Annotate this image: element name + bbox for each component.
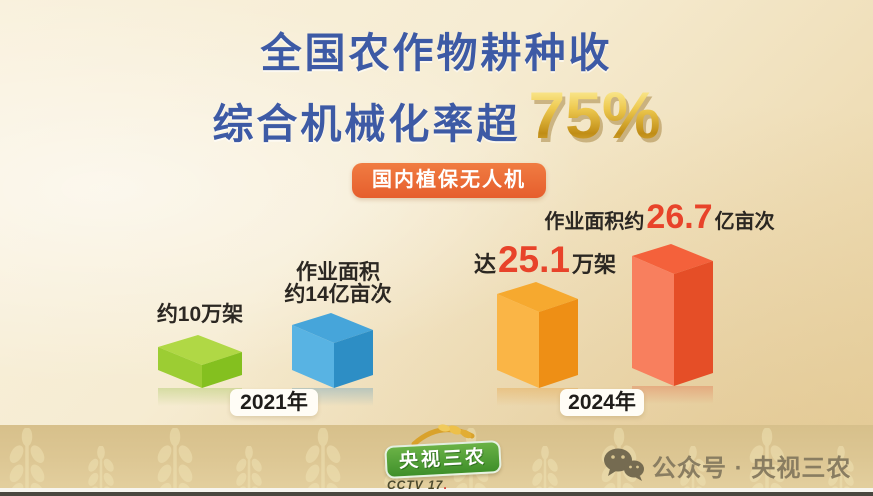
bar-2024-sprayed-area	[632, 244, 713, 386]
bar-2021-drone-count	[158, 335, 242, 388]
bar-right-face	[334, 330, 373, 388]
wechat-icon	[604, 448, 644, 481]
bar-label-line1: 作业面积	[296, 261, 380, 284]
bar-2024-drone-count	[497, 282, 578, 388]
bar-label-prefix: 达	[473, 252, 496, 277]
wheat-ear-icon	[4, 428, 50, 490]
bar-label-value: 26.7	[646, 198, 713, 236]
bar-top-face	[158, 335, 242, 365]
logo-wheat-icon	[411, 424, 475, 446]
page-title-highlight-percent: 75%	[528, 78, 661, 152]
bar-top-face	[292, 313, 373, 343]
bar-label-suffix: 亿亩次	[714, 211, 775, 233]
wheat-ear-icon	[300, 428, 346, 490]
wechat-account-label: 公众号 · 央视三农	[652, 455, 852, 482]
logo-banner: 央视三农	[384, 439, 502, 480]
cctv-sannong-logo: 央视三农 CCTV 17.	[383, 424, 505, 492]
logo-channel-dot: .	[443, 478, 448, 492]
screen-bottom-edge	[0, 492, 873, 496]
page-title-line2-text: 综合机械化率超	[212, 101, 521, 147]
bar-label-2024-drone-count: 达25.1万架	[440, 241, 650, 279]
bar-label-2021-drone-count: 约10万架	[156, 303, 244, 326]
bar-reflection	[632, 386, 713, 410]
bar-right-face	[674, 261, 713, 386]
wheat-ear-icon	[152, 428, 198, 490]
page-title-line2: 综合机械化率超 75%	[0, 82, 873, 149]
bar-2021-sprayed-area	[292, 313, 373, 388]
wheat-ear-icon	[226, 446, 272, 490]
page-title-line1: 全国农作物耕种收	[260, 30, 613, 76]
bar-label-line2: 约14亿亩次	[284, 283, 392, 306]
bar-top-face	[632, 244, 713, 274]
year-label-2021: 2021年	[230, 389, 318, 416]
chart-subtitle-badge: 国内植保无人机	[352, 163, 546, 198]
bar-left-face	[632, 256, 674, 386]
year-label-2024: 2024年	[560, 389, 644, 416]
logo-channel-text: CCTV 17	[387, 478, 444, 492]
bar-left-face	[158, 347, 202, 388]
bar-top-face	[497, 282, 578, 312]
bar-label-2024-sprayed-area: 作业面积约26.7 亿亩次	[532, 200, 787, 234]
footer-white-strip	[0, 488, 873, 492]
bar-label-value: 25.1	[497, 239, 570, 280]
wheat-ear-icon	[522, 446, 568, 490]
wheat-ear-icon	[78, 446, 124, 490]
bar-right-face	[202, 352, 242, 388]
bar-label-2021-sprayed-area: 作业面积 约14亿亩次	[253, 262, 423, 306]
bar-label-suffix: 万架	[572, 252, 617, 277]
logo-channel-label: CCTV 17.	[387, 478, 448, 492]
bar-left-face	[292, 325, 334, 388]
bar-right-face	[539, 299, 578, 388]
bar-left-face	[497, 294, 539, 388]
bar-label-prefix: 作业面积约	[544, 211, 645, 233]
